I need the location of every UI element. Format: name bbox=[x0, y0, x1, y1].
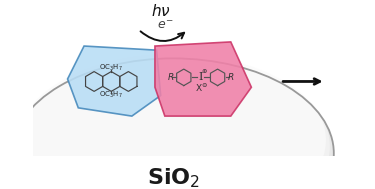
FancyArrowPatch shape bbox=[141, 31, 184, 41]
Ellipse shape bbox=[21, 70, 334, 189]
Text: OC$_3$H$_7$: OC$_3$H$_7$ bbox=[99, 90, 123, 100]
Text: R: R bbox=[228, 73, 234, 82]
Text: $^{\oplus}$: $^{\oplus}$ bbox=[201, 69, 207, 78]
Polygon shape bbox=[68, 46, 161, 116]
Text: X: X bbox=[196, 84, 202, 93]
Ellipse shape bbox=[12, 58, 334, 189]
Text: $e^{-}$: $e^{-}$ bbox=[156, 19, 173, 32]
Text: SiO$_2$: SiO$_2$ bbox=[147, 166, 200, 189]
Ellipse shape bbox=[18, 49, 326, 189]
Text: R: R bbox=[168, 73, 174, 82]
Text: OC$_3$H$_7$: OC$_3$H$_7$ bbox=[99, 63, 123, 73]
Polygon shape bbox=[155, 42, 251, 116]
Ellipse shape bbox=[15, 54, 330, 189]
Text: $h\nu$: $h\nu$ bbox=[151, 3, 171, 19]
Text: I: I bbox=[198, 72, 203, 82]
Text: $^{\ominus}$: $^{\ominus}$ bbox=[201, 83, 207, 92]
